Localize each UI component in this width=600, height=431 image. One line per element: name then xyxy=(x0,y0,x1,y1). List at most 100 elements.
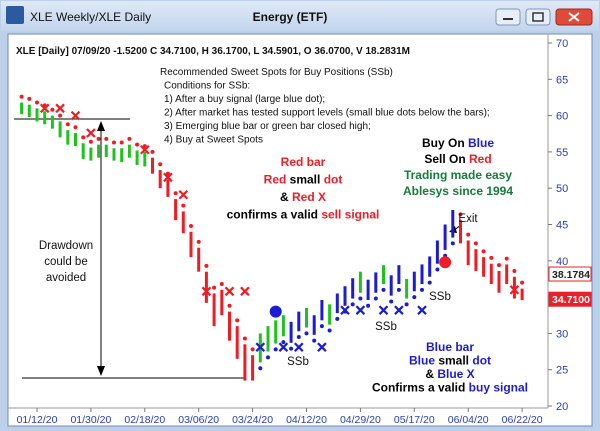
maximize-button[interactable] xyxy=(525,8,551,26)
red-dot xyxy=(88,139,93,144)
callout-line: Trading made easy xyxy=(404,168,512,182)
red-dot xyxy=(104,136,109,141)
callout-text: Ablesys since 1994 xyxy=(403,184,513,198)
window-buttons xyxy=(495,8,593,26)
red-dot xyxy=(520,280,525,285)
red-dot xyxy=(19,94,24,99)
callout-text: Red X xyxy=(292,190,326,204)
price-label-box xyxy=(548,291,592,307)
blue-dot xyxy=(335,316,340,321)
red-dot xyxy=(173,191,178,196)
red-dot xyxy=(127,136,132,141)
y-tick-label: 45 xyxy=(556,220,568,232)
blue-dot xyxy=(412,295,417,300)
x-tick-label: 05/17/20 xyxy=(394,414,435,426)
quote-header: XLE [Daily] 07/09/20 -1.5200 C 34.7100, … xyxy=(16,46,410,57)
red-dot xyxy=(512,268,517,273)
callout-line: & Red X xyxy=(280,190,326,204)
blue-dot xyxy=(427,280,432,285)
x-tick-label: 06/04/20 xyxy=(448,414,489,426)
red-dot xyxy=(58,113,63,118)
y-tick-label: 25 xyxy=(556,365,568,377)
blue-dot xyxy=(366,303,371,308)
ssb-label: SSb xyxy=(429,291,451,303)
sell-x-marker xyxy=(240,286,250,297)
y-tick-label: 55 xyxy=(556,147,568,159)
callout-text: Blue bar xyxy=(426,340,474,354)
blue-dot xyxy=(373,296,378,301)
x-tick-label: 01/12/20 xyxy=(17,414,58,426)
blue-dot xyxy=(404,302,409,307)
callout-text: sell signal xyxy=(321,208,379,222)
red-dot xyxy=(181,203,186,208)
buy-x-marker xyxy=(394,305,404,315)
buy-x-marker xyxy=(378,305,389,315)
note-line: 4) Buy at Sweet Spots xyxy=(164,135,263,146)
callout-text: Red xyxy=(264,173,287,187)
ssb-label: SSb xyxy=(375,321,397,333)
red-dot xyxy=(204,263,209,268)
red-dot xyxy=(165,171,170,176)
y-tick-label: 70 xyxy=(556,38,568,50)
callout-line: Blue bar xyxy=(426,340,474,354)
buy-x-marker xyxy=(255,342,266,352)
x-tick-label: 01/30/20 xyxy=(70,414,111,426)
callout-line: Ablesys since 1994 xyxy=(403,184,513,198)
buy-x-marker xyxy=(355,305,366,315)
callout-text: Blue X xyxy=(437,367,474,381)
ssb-label: SSb xyxy=(287,356,309,368)
note-line: 1) After a buy signal (large blue dot); xyxy=(164,94,325,105)
blue-dot xyxy=(319,324,324,329)
price-label: 34.7100 xyxy=(552,294,590,306)
red-dot xyxy=(50,107,55,112)
blue-dot xyxy=(350,302,355,307)
price-label: 38.1784 xyxy=(552,269,590,281)
callout-line: & Blue X xyxy=(425,367,474,381)
callout-text: buy signal xyxy=(469,381,528,395)
chart-title: Energy (ETF) xyxy=(253,10,328,24)
blue-dot xyxy=(396,287,401,292)
blue-dot xyxy=(281,340,286,345)
sell-x-marker xyxy=(39,103,50,114)
y-tick-label: 50 xyxy=(556,183,568,195)
blue-dot xyxy=(266,355,270,360)
callout-text: Sell On xyxy=(424,152,469,166)
red-dot xyxy=(196,239,201,244)
chart-panel xyxy=(7,33,593,427)
callout-text: Buy On xyxy=(422,136,468,150)
y-tick-label: 30 xyxy=(556,328,568,340)
red-dot xyxy=(142,144,147,149)
blue-dot xyxy=(389,299,394,304)
window-title: XLE Weekly/XLE Daily xyxy=(30,10,151,24)
blue-dot xyxy=(435,267,440,272)
buy-x-marker xyxy=(340,305,350,315)
red-dot xyxy=(497,263,501,268)
red-dot xyxy=(158,162,163,167)
drawdown-note: could be xyxy=(44,256,87,268)
minimize-button[interactable] xyxy=(495,8,521,26)
red-dot xyxy=(458,212,463,217)
callout-text: Blue xyxy=(468,136,494,150)
red-dot xyxy=(466,232,471,237)
callout-text: Confirms a valid xyxy=(372,381,469,395)
red-dot xyxy=(65,122,70,127)
buy-x-marker xyxy=(317,342,327,352)
callout-text: small xyxy=(286,173,323,187)
callout-line: Confirms a valid buy signal xyxy=(372,381,528,395)
red-dot xyxy=(135,142,140,147)
sell-signal-dot xyxy=(439,256,452,269)
red-dot xyxy=(250,347,255,352)
red-dot xyxy=(242,336,247,341)
blue-dot xyxy=(273,347,278,352)
y-tick-label: 60 xyxy=(556,111,568,123)
callout-text: dot xyxy=(472,354,491,368)
callout-line: Sell On Red xyxy=(424,152,491,166)
y-tick-label: 20 xyxy=(556,401,568,413)
drawdown-note: avoided xyxy=(46,272,86,284)
sell-x-marker xyxy=(70,110,81,121)
red-dot xyxy=(504,256,509,261)
sell-x-marker xyxy=(224,286,235,297)
red-dot xyxy=(489,255,494,260)
red-dot xyxy=(96,136,101,141)
